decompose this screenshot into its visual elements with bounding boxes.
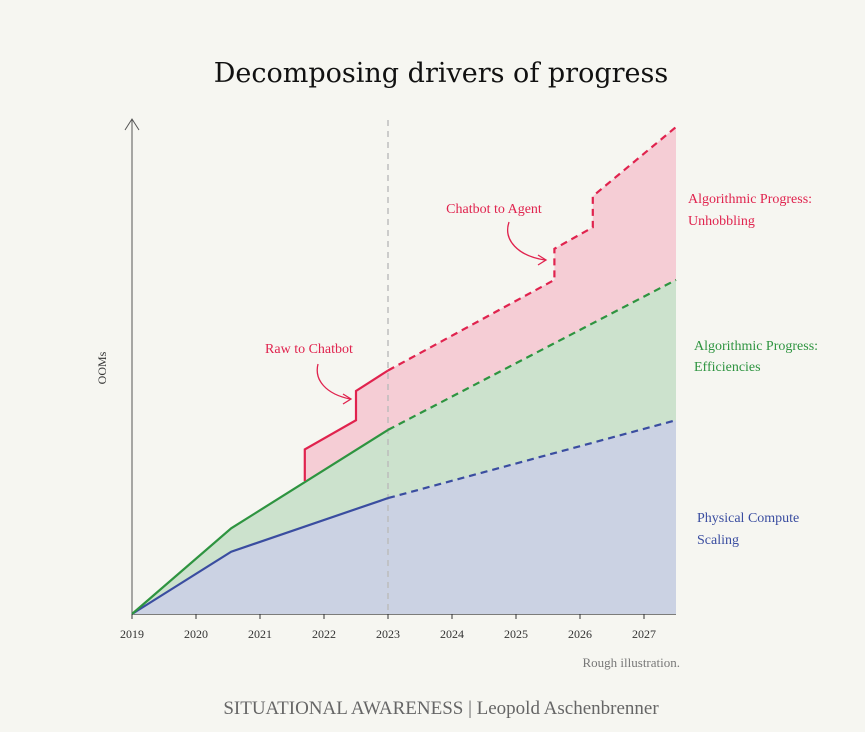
x-tick-label: 2019 xyxy=(120,627,144,641)
credit-footer: SITUATIONAL AWARENESS | Leopold Aschenbr… xyxy=(223,698,659,719)
x-tick-label: 2023 xyxy=(376,627,400,641)
chart-title: Decomposing drivers of progress xyxy=(214,58,668,89)
annotation-arrowhead-agent-icon xyxy=(537,254,548,266)
line-compute-solid xyxy=(131,497,389,615)
annotation-arrow-chatbot-to-agent xyxy=(507,221,546,261)
y-axis-label: OOMs xyxy=(95,351,109,384)
legend-efficiencies-line2: Efficiencies xyxy=(694,360,761,375)
line-unhobbling-solid xyxy=(303,369,389,481)
x-ticks xyxy=(131,614,645,619)
x-tick-label: 2024 xyxy=(440,627,464,641)
area-layer xyxy=(132,127,676,614)
illustration-note: Rough illustration. xyxy=(583,655,681,670)
x-tick-labels: 2019 2020 2021 2022 2023 2024 2025 2026 … xyxy=(120,627,656,641)
annotation-arrow-raw-to-chatbot xyxy=(316,363,351,400)
legend-compute-line1: Physical Compute xyxy=(697,511,799,526)
legend-compute-line2: Scaling xyxy=(697,533,739,548)
line-efficiencies-dashed xyxy=(387,278,677,431)
legend-unhobbling-line2: Unhobbling xyxy=(688,214,755,229)
annotation-chatbot-to-agent: Chatbot to Agent xyxy=(446,202,542,217)
legend-efficiencies-line1: Algorithmic Progress: xyxy=(694,339,818,354)
legend-unhobbling-line1: Algorithmic Progress: xyxy=(688,192,812,207)
x-tick-label: 2026 xyxy=(568,627,592,641)
line-unhobbling-dashed xyxy=(387,126,677,372)
x-tick-label: 2020 xyxy=(184,627,208,641)
x-tick-label: 2027 xyxy=(632,627,656,641)
line-compute-dashed xyxy=(387,419,677,500)
annotation-arrowhead-raw-icon xyxy=(342,393,353,405)
x-tick-label: 2022 xyxy=(312,627,336,641)
annotation-raw-to-chatbot: Raw to Chatbot xyxy=(265,342,353,357)
y-axis-arrow-icon xyxy=(124,118,140,131)
line-efficiencies-solid xyxy=(131,428,389,615)
area-compute xyxy=(132,420,676,614)
x-tick-label: 2025 xyxy=(504,627,528,641)
x-tick-label: 2021 xyxy=(248,627,272,641)
line-layer xyxy=(131,126,677,615)
